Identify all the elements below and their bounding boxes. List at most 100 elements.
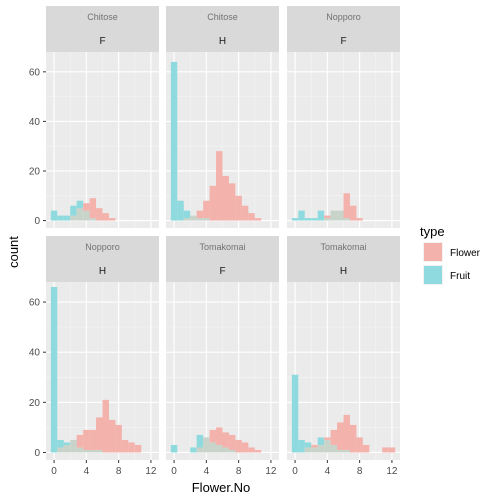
strip-label-type: F (219, 266, 225, 277)
histogram-bar-flower (311, 444, 318, 448)
histogram-bar-flower (222, 432, 229, 448)
strip-label-location: Nopporo (326, 12, 361, 22)
histogram-bar-flower (108, 218, 116, 221)
histogram-bar-flower (356, 218, 363, 221)
histogram-bar-flower (76, 434, 84, 448)
histogram-bar-overlap (228, 449, 236, 453)
histogram-bar-flower (89, 198, 97, 219)
histogram-bar-fruit (317, 437, 325, 445)
histogram-bar-flower (382, 447, 389, 453)
y-axis-title: count (6, 236, 21, 268)
histogram-bar-overlap (203, 437, 210, 453)
x-axis-title: Flower.No (192, 480, 251, 495)
strip-label-type: H (219, 36, 226, 47)
histogram-bar-flower (337, 422, 344, 450)
y-tick-label: 40 (29, 348, 41, 359)
y-tick-label: 60 (29, 298, 41, 309)
histogram-bar-overlap (343, 218, 350, 221)
legend-key-swatch (424, 266, 442, 284)
histogram-bar-flower (343, 414, 350, 450)
histogram-bar-overlap (89, 449, 97, 453)
histogram-bar-fruit (50, 287, 58, 453)
histogram-bar-overlap (337, 449, 344, 453)
histogram-bar-flower (235, 195, 242, 221)
histogram-bar-fruit (196, 434, 204, 448)
histogram-bar-overlap (76, 447, 84, 453)
histogram-bar-overlap (216, 444, 223, 453)
histogram-bar-fruit (298, 439, 305, 453)
facet-strip (166, 6, 279, 52)
histogram-bar-fruit (183, 210, 191, 219)
histogram-bar-overlap (96, 449, 103, 453)
histogram-bar-flower (330, 429, 338, 445)
histogram-bar-flower (89, 429, 97, 450)
histogram-bar-flower (235, 439, 242, 453)
histogram-bar-overlap (196, 447, 204, 453)
strip-label-location: Tomakomai (199, 242, 245, 252)
legend-title: type (420, 224, 445, 239)
x-tick-label: 4 (325, 466, 331, 477)
histogram-bar-fruit (317, 210, 325, 221)
y-tick-label: 0 (34, 448, 40, 459)
histogram-bar-fruit (70, 205, 77, 216)
histogram-bar-flower (115, 424, 122, 453)
histogram-bar-fruit (304, 442, 312, 448)
histogram-bar-overlap (183, 218, 191, 221)
histogram-bar-overlap (76, 208, 84, 221)
histogram-bar-flower (228, 434, 236, 450)
histogram-bar-overlap (89, 218, 97, 221)
histogram-bar-flower (248, 447, 255, 453)
histogram-bar-flower (209, 429, 217, 443)
legend-label: Fruit (450, 271, 470, 282)
histogram-bar-overlap (70, 439, 77, 453)
histogram-bar-flower (96, 208, 103, 221)
x-tick-label: 8 (116, 466, 122, 477)
x-tick-label: 4 (204, 466, 210, 477)
facet-strip (287, 6, 400, 52)
x-tick-label: 12 (145, 466, 157, 477)
y-tick-label: 40 (29, 117, 41, 128)
strip-label-type: F (340, 36, 346, 47)
histogram-bar-fruit (298, 210, 305, 221)
facet-strip (166, 236, 279, 282)
histogram-bar-fruit (57, 215, 64, 221)
histogram-bar-fruit (50, 210, 58, 221)
x-tick-label: 12 (386, 466, 398, 477)
histogram-bar-fruit (291, 374, 299, 453)
x-tick-label: 0 (292, 466, 298, 477)
histogram-bar-flower (254, 218, 262, 221)
x-tick-label: 8 (236, 466, 242, 477)
histogram-bar-overlap (203, 218, 210, 221)
histogram-bar-flower (209, 185, 217, 221)
histogram-bar-fruit (170, 61, 178, 221)
histogram-bar-overlap (330, 444, 338, 453)
histogram-bar-flower (324, 215, 331, 219)
histogram-bar-fruit (57, 439, 64, 448)
histogram-bar-fruit (170, 444, 178, 453)
histogram-bar-overlap (317, 444, 325, 453)
histogram-bar-fruit (311, 218, 318, 221)
strip-label-location: Nopporo (85, 242, 120, 252)
histogram-bar-flower (356, 437, 363, 453)
legend-label: Flower (450, 248, 481, 259)
histogram-bar-flower (128, 442, 135, 453)
histogram-bar-flower (203, 200, 210, 219)
x-tick-label: 12 (265, 466, 277, 477)
histogram-bar-fruit (304, 218, 312, 221)
histogram-bar-overlap (330, 210, 338, 221)
strip-label-type: H (340, 266, 347, 277)
histogram-bar-overlap (83, 449, 90, 453)
histogram-bar-overlap (63, 444, 71, 453)
histogram-bar-flower (248, 213, 255, 221)
histogram-bar-overlap (324, 439, 331, 453)
histogram-bar-fruit (63, 442, 71, 445)
x-tick-label: 0 (171, 466, 177, 477)
histogram-bar-flower (216, 427, 223, 445)
histogram-bar-flower (241, 442, 249, 453)
histogram-bar-fruit (177, 200, 184, 221)
y-tick-label: 20 (29, 166, 41, 177)
histogram-bar-flower (96, 417, 103, 450)
histogram-bar-flower (362, 444, 370, 453)
x-tick-label: 4 (84, 466, 90, 477)
